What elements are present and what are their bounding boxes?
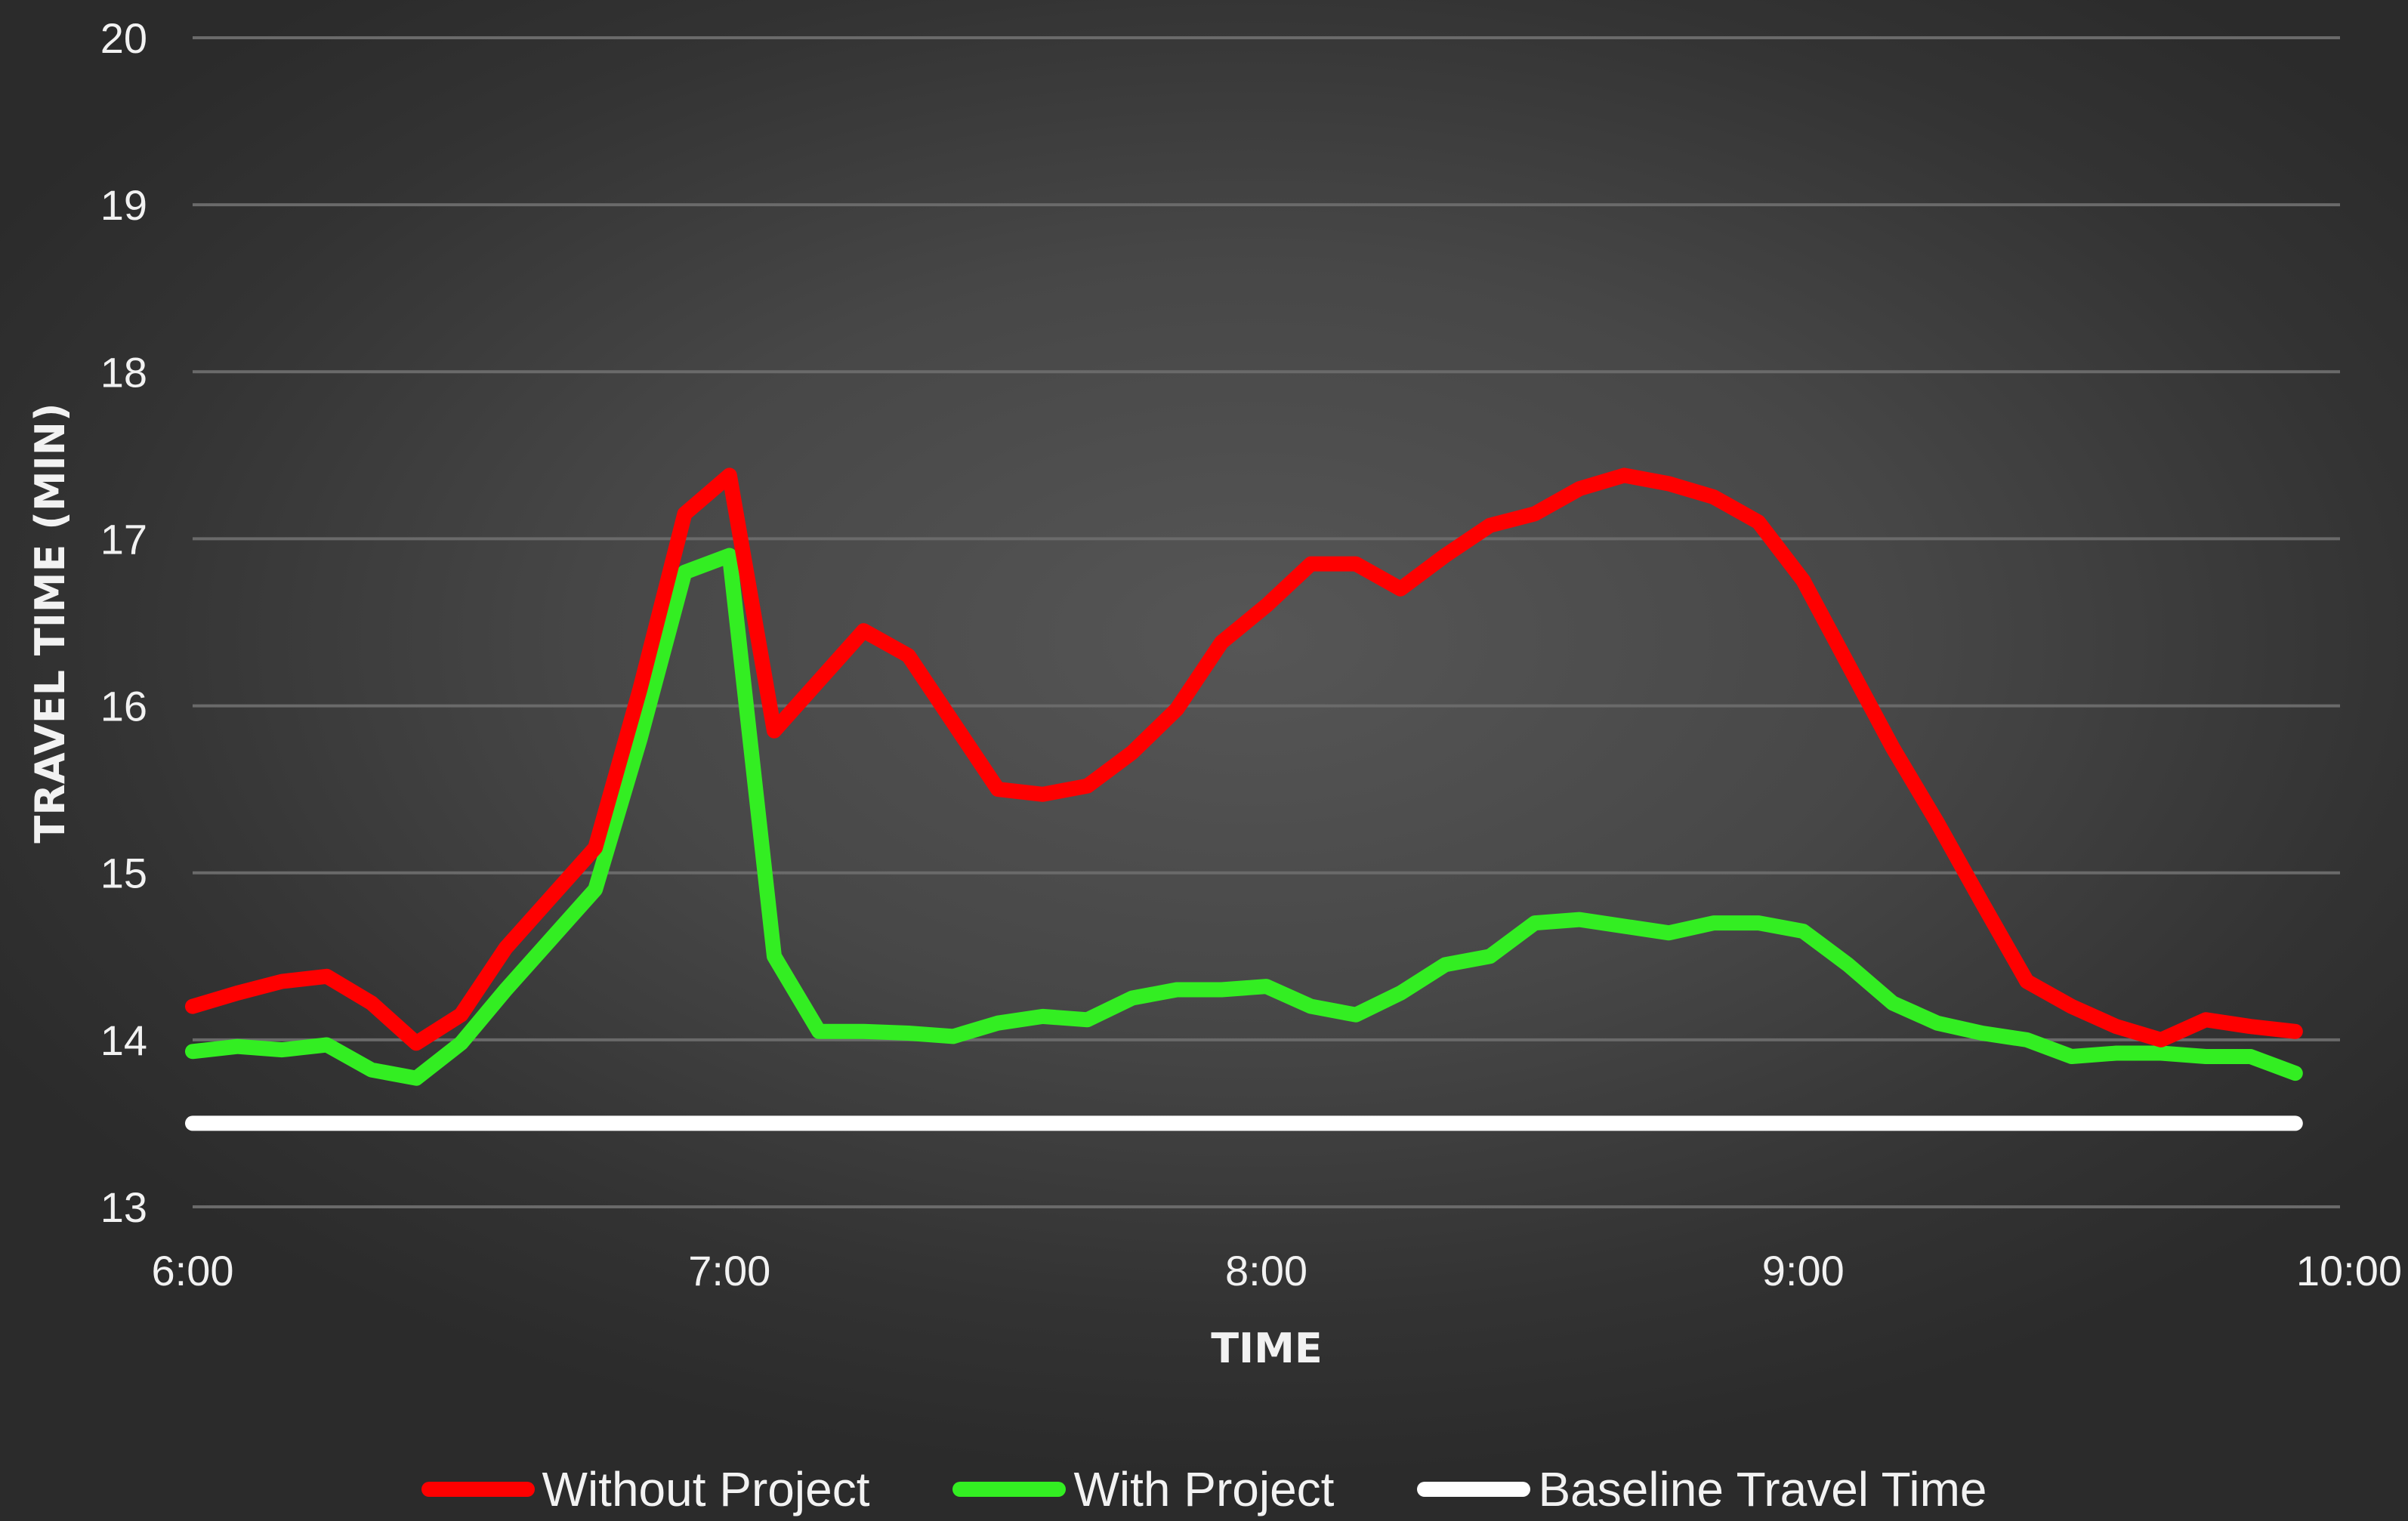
x-axis-ticks: 6:00 7:00 8:00 9:00 10:00 [152,1247,2403,1294]
y-tick-label-13: 13 [100,1183,147,1231]
x-tick-label-6-00: 6:00 [152,1247,234,1294]
y-tick-label-18: 18 [100,348,147,396]
x-tick-label-8-00: 8:00 [1225,1247,1307,1294]
legend-swatch-baseline-travel-time [1417,1482,1531,1497]
y-axis-title: TRAVEL TIME (MIN) [26,403,74,843]
legend-label-without-project: Without Project [542,1462,870,1516]
y-tick-label-17: 17 [100,515,147,563]
x-axis-title: TIME [1211,1325,1323,1372]
legend-label-with-project: With Project [1073,1462,1335,1516]
series-lines [185,467,2303,1131]
legend-swatch-without-project [421,1482,535,1497]
legend-item-baseline-travel-time[interactable]: Baseline Travel Time [1417,1461,1987,1517]
y-tick-label-16: 16 [100,683,147,730]
legend-item-without-project[interactable]: Without Project [421,1461,870,1517]
y-axis-ticks: 13 14 15 16 17 18 19 20 [100,14,147,1231]
legend-label-baseline-travel-time: Baseline Travel Time [1538,1462,1987,1516]
legend-item-with-project[interactable]: With Project [952,1461,1334,1517]
y-tick-label-19: 19 [100,181,147,229]
y-tick-label-14: 14 [100,1017,147,1064]
series-line-with-project [185,548,2303,1086]
y-tick-label-20: 20 [100,14,147,62]
legend: Without Project With Project Baseline Tr… [0,1458,2408,1521]
x-tick-label-10-00: 10:00 [2296,1247,2402,1294]
series-line-without-project [185,467,2303,1051]
x-tick-label-9-00: 9:00 [1762,1247,1845,1294]
legend-swatch-with-project [952,1482,1067,1497]
y-tick-label-15: 15 [100,850,147,897]
gridlines [193,36,2340,1208]
x-tick-label-7-00: 7:00 [688,1247,770,1294]
